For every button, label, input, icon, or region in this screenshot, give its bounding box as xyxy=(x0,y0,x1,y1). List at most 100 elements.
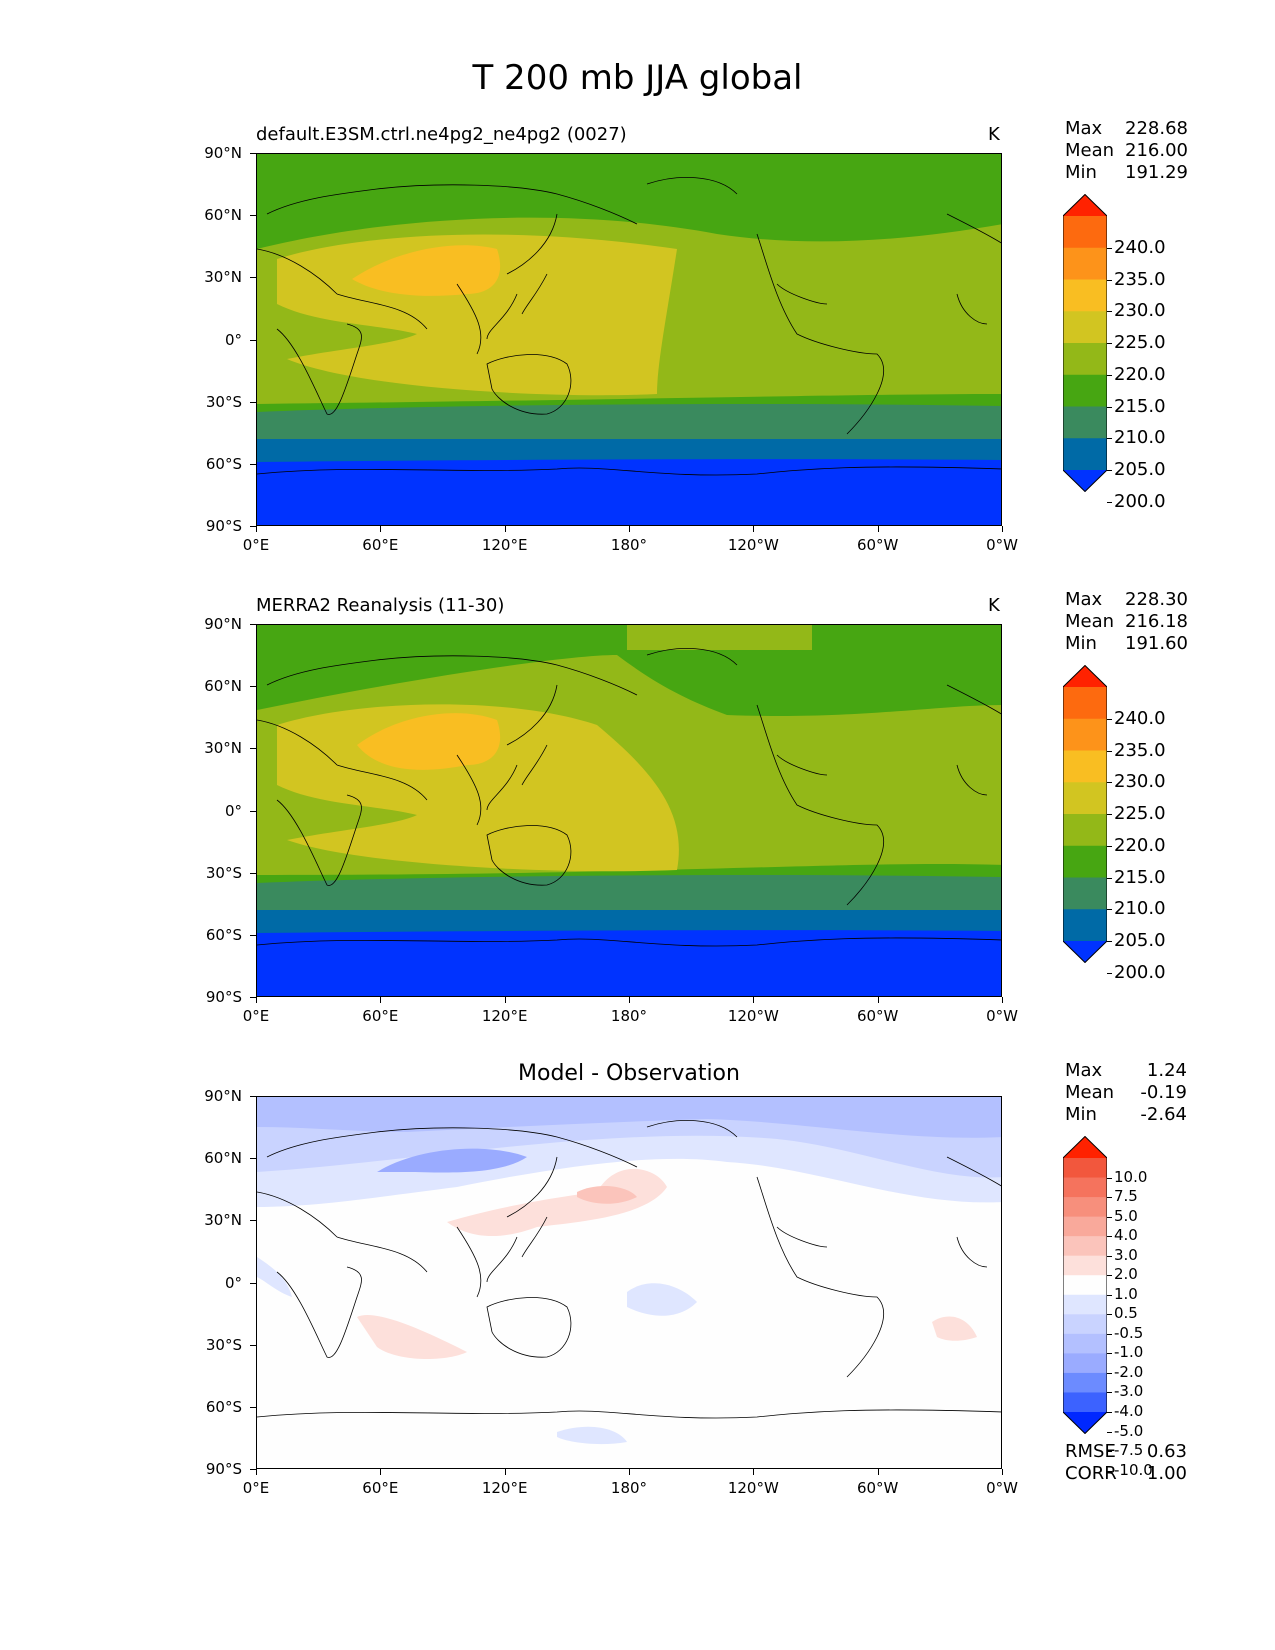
panel-3-map xyxy=(256,1096,1002,1469)
y-tick-mark xyxy=(250,339,256,341)
stat-max: Max 1.24 xyxy=(1065,1060,1187,1081)
colorbar-segment xyxy=(1063,1236,1107,1257)
x-tick-mark xyxy=(504,526,506,532)
x-tick-mark xyxy=(877,526,879,532)
colorbar-segment xyxy=(1063,279,1107,312)
y-tick-mark xyxy=(250,810,256,812)
x-tick-mark xyxy=(629,997,630,1003)
stat-mean: Mean -0.19 xyxy=(1065,1082,1187,1103)
coastlines xyxy=(257,648,1001,947)
colorbar-tick-label: -10.0 xyxy=(1114,1460,1153,1479)
y-tick-mark xyxy=(250,686,256,688)
panel-1-units: K xyxy=(988,124,1000,145)
colorbar-tick-label: 220.0 xyxy=(1114,363,1166,385)
band-200 xyxy=(257,930,1001,996)
colorbar-tick-label: 205.0 xyxy=(1114,459,1166,480)
y-tick-label: 30°N xyxy=(204,739,242,758)
x-tick-mark xyxy=(1002,1469,1003,1475)
x-tick-label: 60°W xyxy=(856,1007,899,1025)
colorbar-tick-label: 5.0 xyxy=(1114,1206,1138,1225)
colorbar-segment xyxy=(1063,1392,1107,1413)
panel-1-colorbar xyxy=(1063,194,1107,492)
colorbar-tick-mark xyxy=(1107,1314,1112,1316)
colorbar-segment xyxy=(1063,845,1107,878)
x-tick-label: 60°E xyxy=(362,1479,399,1497)
colorbar-segment xyxy=(1063,1255,1107,1276)
y-tick-label: 90°N xyxy=(204,1087,242,1105)
colorbar-outline xyxy=(1063,665,1107,963)
y-tick-label: 90°N xyxy=(204,615,242,633)
x-tick-mark xyxy=(753,526,755,532)
band-230 xyxy=(352,245,501,296)
colorbar-outline xyxy=(1063,1136,1107,1434)
colorbar-tick-mark xyxy=(1107,438,1112,440)
x-tick-mark xyxy=(380,1469,382,1475)
x-tick-label: 0°W xyxy=(986,1007,1018,1025)
colorbar-segment xyxy=(1063,438,1107,471)
x-tick-label: 60°E xyxy=(362,536,399,554)
x-tick-label: 60°W xyxy=(856,1479,899,1497)
band-200 xyxy=(257,459,1001,525)
panel-1-stats: Max 228.68 Mean 216.00 Min 191.29 xyxy=(1065,118,1188,184)
band-230 xyxy=(357,713,501,770)
x-tick-mark xyxy=(380,526,382,532)
colorbar-tick-label: 215.0 xyxy=(1114,395,1166,417)
y-tick-mark xyxy=(250,463,256,465)
colorbar-tick-mark xyxy=(1107,1431,1112,1433)
colorbar-tick-mark xyxy=(1107,247,1112,249)
colorbar-segment xyxy=(1063,909,1107,942)
colorbar-segment xyxy=(1063,718,1107,751)
colorbar-tick-mark xyxy=(1107,374,1112,376)
y-tick-mark xyxy=(250,1096,256,1097)
colorbar-tick-mark xyxy=(1107,972,1112,974)
x-tick-mark xyxy=(1002,997,1003,1003)
colorbar-tick-label: 4.0 xyxy=(1114,1226,1138,1245)
panel-2-map-svg xyxy=(257,625,1001,996)
panel-2-units: K xyxy=(988,595,1000,616)
x-tick-mark xyxy=(1002,526,1003,532)
colorbar-segment xyxy=(1063,343,1107,376)
patch-pos05-indian xyxy=(357,1315,467,1359)
colorbar-tick-mark xyxy=(1107,1372,1112,1374)
colorbar-tick-mark xyxy=(1107,311,1112,313)
panel-1-map-svg xyxy=(257,154,1001,525)
colorbar-tick-label: 240.0 xyxy=(1114,236,1166,258)
x-tick-label: 60°W xyxy=(856,536,899,554)
x-tick-mark xyxy=(256,997,257,1003)
panel-3-map-svg xyxy=(257,1097,1001,1468)
y-tick-label: 90°S xyxy=(205,517,242,535)
colorbar-tick-label: 200.0 xyxy=(1114,961,1166,983)
y-tick-label: 0° xyxy=(224,1273,242,1292)
colorbar-tick-label: 210.0 xyxy=(1114,427,1166,449)
colorbar-tick-mark xyxy=(1107,750,1112,752)
stat-min: Min 191.29 xyxy=(1065,162,1188,183)
colorbar-tick-label: 3.0 xyxy=(1114,1245,1138,1264)
y-tick-label: 60°S xyxy=(205,925,242,944)
y-tick-mark xyxy=(250,872,256,874)
colorbar-tick-label: 220.0 xyxy=(1114,834,1166,856)
colorbar-tick-mark xyxy=(1107,1412,1112,1413)
stat-min: Min -2.64 xyxy=(1065,1104,1187,1125)
colorbar-tick-label: 215.0 xyxy=(1114,866,1166,888)
y-tick-mark xyxy=(250,934,256,936)
colorbar-tick-mark xyxy=(1107,1451,1112,1453)
y-tick-mark xyxy=(250,153,256,154)
x-tick-label: 120°E xyxy=(481,536,528,554)
colorbar-tick-mark xyxy=(1107,718,1112,720)
colorbar-tick-label: -7.5 xyxy=(1114,1441,1144,1460)
x-tick-mark xyxy=(629,526,630,532)
stat-mean: Mean 216.00 xyxy=(1065,140,1188,161)
x-tick-mark xyxy=(256,526,257,532)
colorbar-tick-mark xyxy=(1107,1275,1112,1277)
x-tick-label: 0°W xyxy=(986,536,1018,554)
colorbar-segment xyxy=(1063,1353,1107,1374)
x-tick-label: 180° xyxy=(610,1479,648,1497)
coastlines xyxy=(257,177,1001,476)
colorbar-segment xyxy=(1063,750,1107,783)
y-tick-mark xyxy=(250,277,256,279)
colorbar-tick-mark xyxy=(1107,406,1112,408)
colorbar-tick-label: -0.5 xyxy=(1114,1323,1144,1342)
coastlines xyxy=(257,1120,1001,1419)
y-tick-mark xyxy=(250,526,256,527)
patch-pos05-atlantic xyxy=(932,1316,977,1341)
